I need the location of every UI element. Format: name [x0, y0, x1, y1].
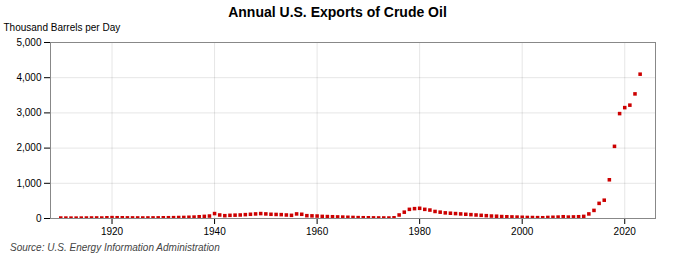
html-text:Source: U.S. Energy Informatio: Source: U.S. Energy Information Administ… [10, 242, 220, 253]
svg-text:4,000: 4,000 [16, 72, 41, 83]
svg-text:3,000: 3,000 [16, 107, 41, 118]
html-text:Annual U.S. Exports of Crude O: Annual U.S. Exports of Crude Oil [228, 4, 447, 20]
svg-text:2000: 2000 [511, 226, 534, 237]
svg-text:2020: 2020 [614, 226, 637, 237]
svg-text:1960: 1960 [306, 226, 329, 237]
svg-text:Thousand Barrels per Day: Thousand Barrels per Day [4, 22, 121, 33]
svg-text:5,000: 5,000 [16, 37, 41, 48]
svg-text:0: 0 [36, 213, 42, 224]
svg-text:2,000: 2,000 [16, 142, 41, 153]
svg-text:1,000: 1,000 [16, 178, 41, 189]
svg-text:1940: 1940 [203, 226, 226, 237]
svg-text:1920: 1920 [101, 226, 124, 237]
svg-text:1980: 1980 [409, 226, 432, 237]
